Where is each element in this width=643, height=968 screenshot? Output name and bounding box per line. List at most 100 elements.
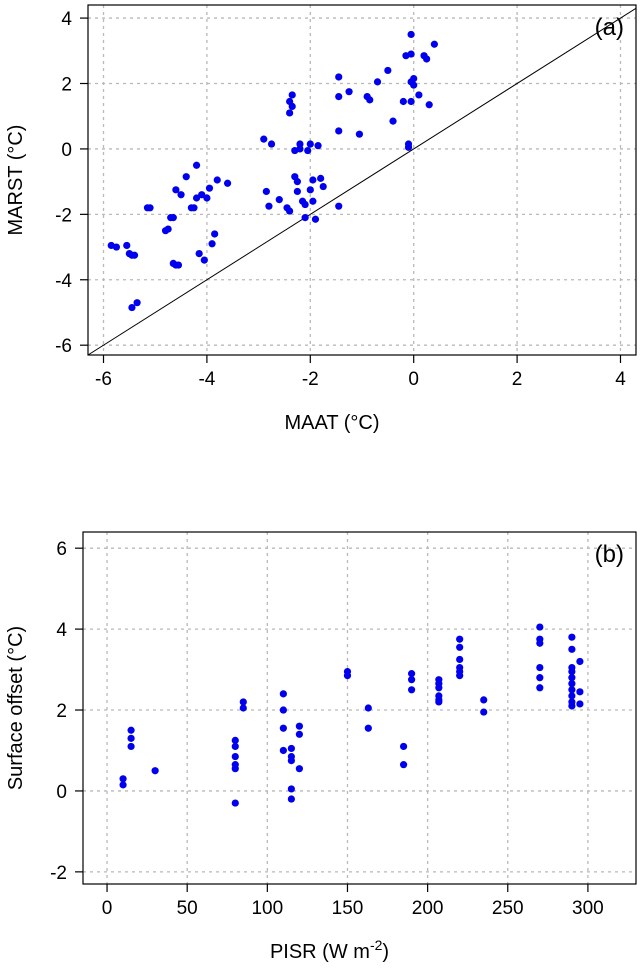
data-point xyxy=(279,724,287,732)
y-tick-label: 2 xyxy=(61,75,72,96)
data-point xyxy=(399,97,407,106)
x-tick-label: 250 xyxy=(492,898,524,919)
data-point xyxy=(133,299,141,307)
data-point xyxy=(265,202,273,210)
data-point xyxy=(568,645,576,653)
data-point xyxy=(314,142,322,150)
data-point xyxy=(480,708,488,716)
data-point xyxy=(568,686,576,694)
panel-a-x-axis-label: MAAT (°C) xyxy=(284,412,379,434)
data-point xyxy=(389,117,397,125)
data-point xyxy=(151,767,159,775)
data-point xyxy=(309,176,317,184)
data-point xyxy=(213,176,221,184)
data-point xyxy=(205,184,214,192)
data-point xyxy=(128,303,136,312)
data-point xyxy=(203,194,211,202)
data-point xyxy=(304,146,312,155)
data-point xyxy=(293,187,301,196)
data-point xyxy=(177,191,185,199)
y-tick-label: -2 xyxy=(55,205,72,226)
data-point xyxy=(309,197,317,205)
data-point xyxy=(456,655,464,664)
data-point xyxy=(568,633,576,641)
panel-a-frame xyxy=(87,4,637,356)
panel-b-x-axis-label: PISR (W m-2) xyxy=(270,937,389,963)
data-point xyxy=(576,657,584,666)
data-point xyxy=(174,261,183,269)
data-point xyxy=(404,143,413,151)
data-point xyxy=(119,775,127,783)
data-point xyxy=(182,173,190,181)
x-tick-label: 150 xyxy=(332,898,364,919)
data-point xyxy=(568,667,576,676)
data-point xyxy=(287,756,295,765)
data-point xyxy=(288,91,296,99)
data-point xyxy=(262,187,270,196)
panel-b-x-axis-label-close: ) xyxy=(382,941,389,963)
data-point xyxy=(410,81,418,89)
y-tick-label: 0 xyxy=(56,782,67,803)
data-point xyxy=(123,241,131,250)
data-point xyxy=(373,78,382,86)
data-point xyxy=(384,66,392,75)
data-point xyxy=(239,704,247,712)
data-point xyxy=(164,225,172,233)
data-point xyxy=(306,186,314,194)
data-point xyxy=(286,207,294,215)
data-point xyxy=(223,179,232,187)
y-tick-label: 4 xyxy=(56,620,67,641)
data-point xyxy=(279,706,287,714)
data-point xyxy=(423,55,431,63)
data-point xyxy=(295,765,303,773)
data-point xyxy=(286,109,294,117)
x-tick-label: -6 xyxy=(95,369,112,390)
y-tick-label: -4 xyxy=(55,271,72,292)
data-point xyxy=(536,623,544,631)
data-point xyxy=(407,50,415,58)
one-to-one-line xyxy=(87,7,637,356)
panel-a: -6 -4 -2 0 2 4 -6 -4 -2 0 2 4 (a) MAAT (°C) MARST … xyxy=(5,4,637,434)
data-point xyxy=(568,692,576,700)
data-point xyxy=(456,635,464,643)
data-point xyxy=(190,204,198,212)
panel-b-x-axis-label-sup: -2 xyxy=(370,937,383,953)
y-tick-label: 2 xyxy=(56,701,67,722)
x-tick-label: 0 xyxy=(408,369,419,390)
data-point xyxy=(407,686,416,694)
data-point xyxy=(536,663,544,672)
data-point xyxy=(195,249,203,258)
x-tick-label: 0 xyxy=(102,898,113,919)
x-tick-label: -4 xyxy=(198,369,215,390)
data-point xyxy=(317,174,325,182)
data-point xyxy=(407,97,415,106)
data-point xyxy=(568,674,576,682)
data-point xyxy=(287,744,295,753)
data-point xyxy=(430,40,438,48)
data-point xyxy=(345,88,353,96)
data-point xyxy=(425,101,433,109)
data-point xyxy=(355,130,364,138)
y-tick-label: -6 xyxy=(55,336,72,357)
data-point xyxy=(576,700,584,708)
y-tick-label: -2 xyxy=(50,863,67,884)
data-point xyxy=(343,672,352,680)
data-point xyxy=(192,194,201,202)
data-point xyxy=(231,765,239,773)
data-point xyxy=(435,684,443,692)
data-point xyxy=(231,752,239,761)
data-point xyxy=(287,785,295,793)
data-point xyxy=(399,761,408,769)
panel-b-x-axis-label-main: PISR (W m xyxy=(270,941,370,963)
data-point xyxy=(295,722,303,730)
data-point xyxy=(239,698,247,706)
data-point xyxy=(407,676,416,684)
data-point xyxy=(231,742,239,751)
data-point xyxy=(568,680,576,688)
x-tick-label: 50 xyxy=(177,898,198,919)
x-tick-label: 100 xyxy=(251,898,283,919)
data-point xyxy=(279,690,287,698)
data-point xyxy=(260,135,268,143)
data-point xyxy=(301,200,309,209)
